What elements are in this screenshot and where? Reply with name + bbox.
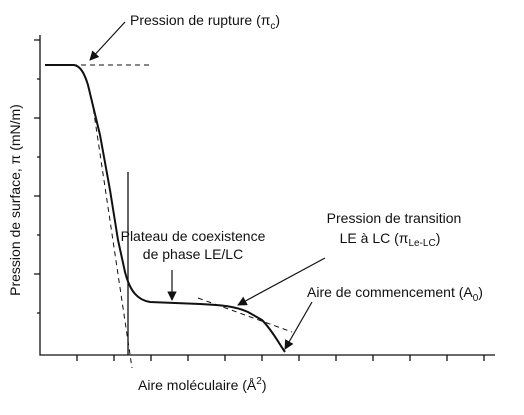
- dash-line: [197, 297, 293, 333]
- arrow: [284, 301, 313, 350]
- label-rupture: Pression de rupture (πc): [130, 12, 280, 32]
- label-transition: LE à LC (πLe-LC): [340, 230, 441, 249]
- y-axis-title: Pression de surface, π (mN/m): [7, 104, 23, 296]
- label-onset: Aire de commencement (A0): [307, 284, 483, 304]
- y-ticks: [34, 39, 40, 314]
- axes: [34, 35, 495, 361]
- arrow: [237, 257, 326, 306]
- x-axis-title: Aire moléculaire (Å2): [138, 376, 267, 393]
- label-plateau: de phase LE/LC: [143, 246, 243, 262]
- isotherm-curve: [45, 64, 286, 353]
- axis-lines: [39, 35, 495, 356]
- dash-line: [91, 99, 133, 369]
- x-ticks: [76, 355, 485, 361]
- arrow: [89, 21, 126, 61]
- label-transition: Pression de transition: [327, 210, 462, 226]
- label-plateau: Plateau de coexistence: [121, 228, 266, 244]
